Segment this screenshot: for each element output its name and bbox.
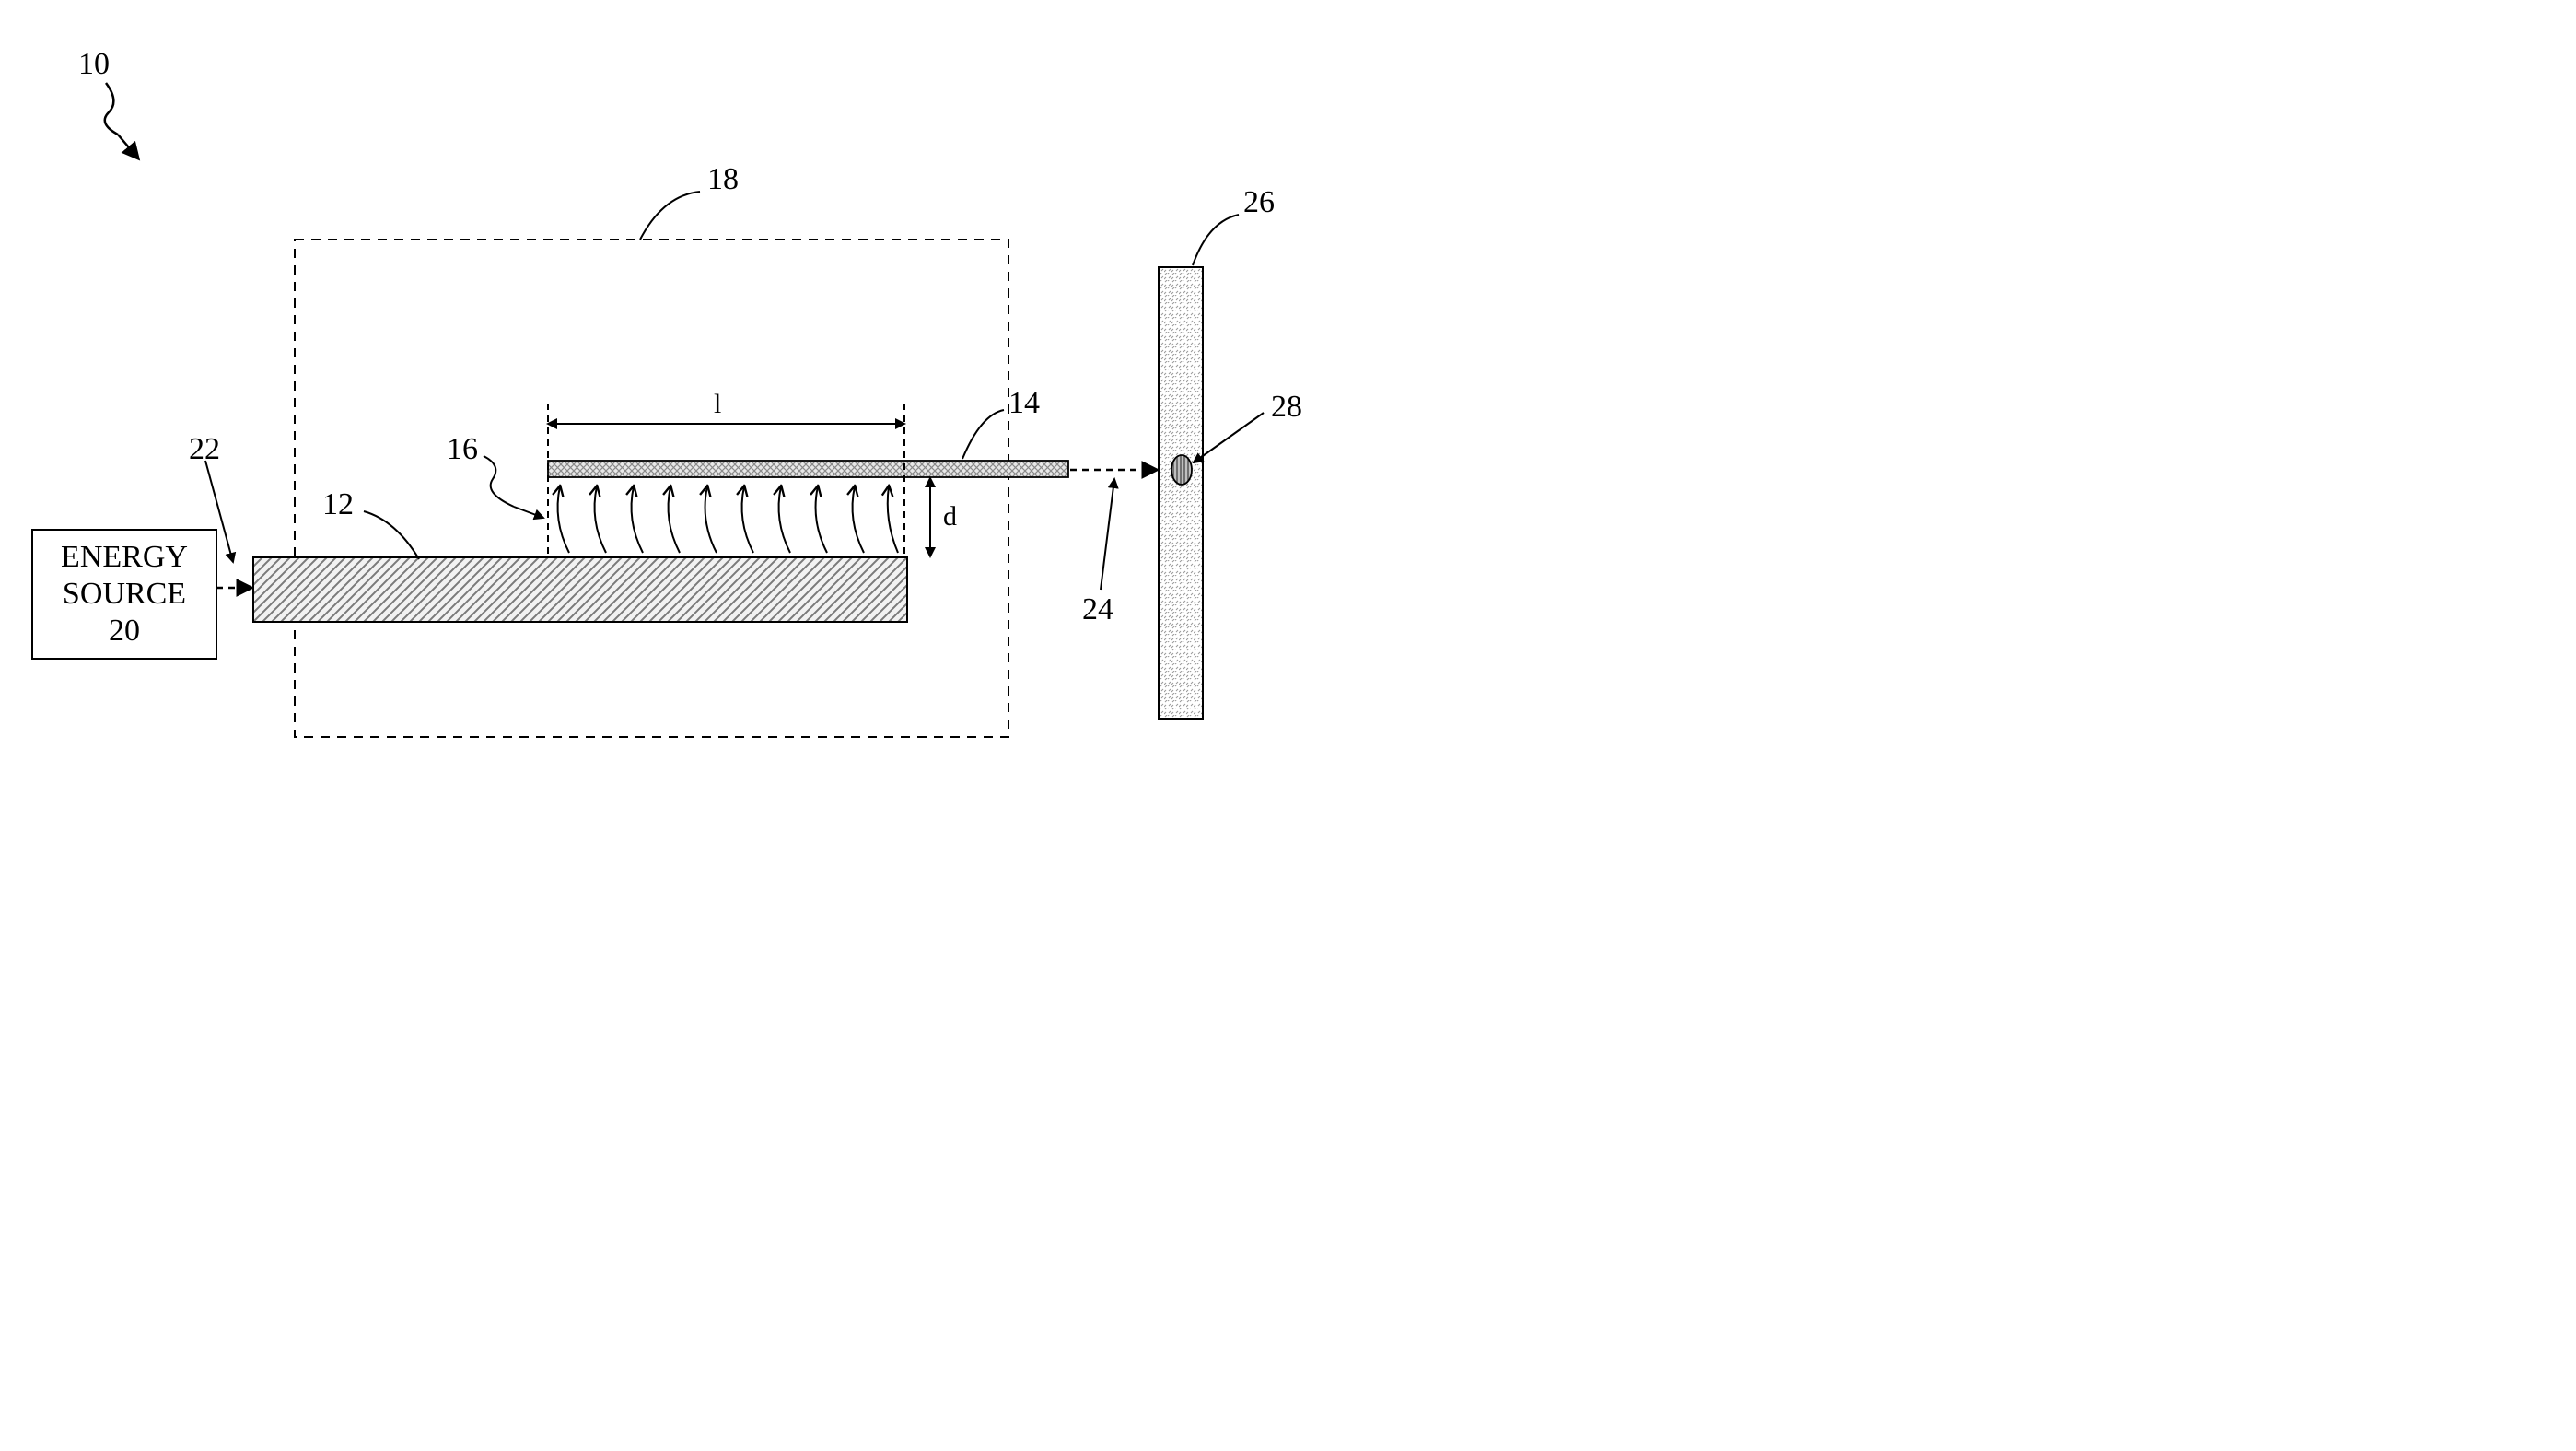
label-18: 18: [707, 162, 739, 196]
leader-12: [364, 511, 419, 559]
leader-16: [484, 456, 543, 518]
dim-l-label: l: [714, 389, 721, 419]
label-28: 28: [1271, 390, 1302, 424]
label-10: 10: [78, 47, 110, 81]
target-26: [1159, 267, 1203, 719]
energy-line2: SOURCE: [63, 577, 186, 611]
label-14: 14: [1008, 386, 1040, 420]
leader-28: [1194, 413, 1264, 462]
label-12: 12: [322, 487, 354, 521]
leader-14: [962, 410, 1004, 459]
leader-18: [640, 192, 700, 240]
energy-line1: ENERGY: [61, 540, 188, 574]
waveguide-14: [548, 461, 1068, 477]
spot-28: [1171, 455, 1192, 485]
leader-22: [205, 461, 233, 562]
energy-line3: 20: [109, 614, 140, 648]
waveguide-12: [253, 557, 907, 622]
enclosure-18: [295, 240, 1008, 737]
coupling-arrows-16: [558, 486, 898, 553]
label-24: 24: [1082, 592, 1113, 626]
leader-24: [1101, 479, 1114, 590]
label-26: 26: [1243, 185, 1275, 219]
diagram-root: 10 18 26 14 28 22 16 12 24 ENERGY SOURCE…: [0, 0, 1345, 755]
ref-10-pointer: [105, 83, 138, 158]
leader-26: [1193, 215, 1239, 265]
label-22: 22: [189, 432, 220, 466]
dim-d-label: d: [943, 501, 957, 532]
label-16: 16: [447, 432, 478, 466]
